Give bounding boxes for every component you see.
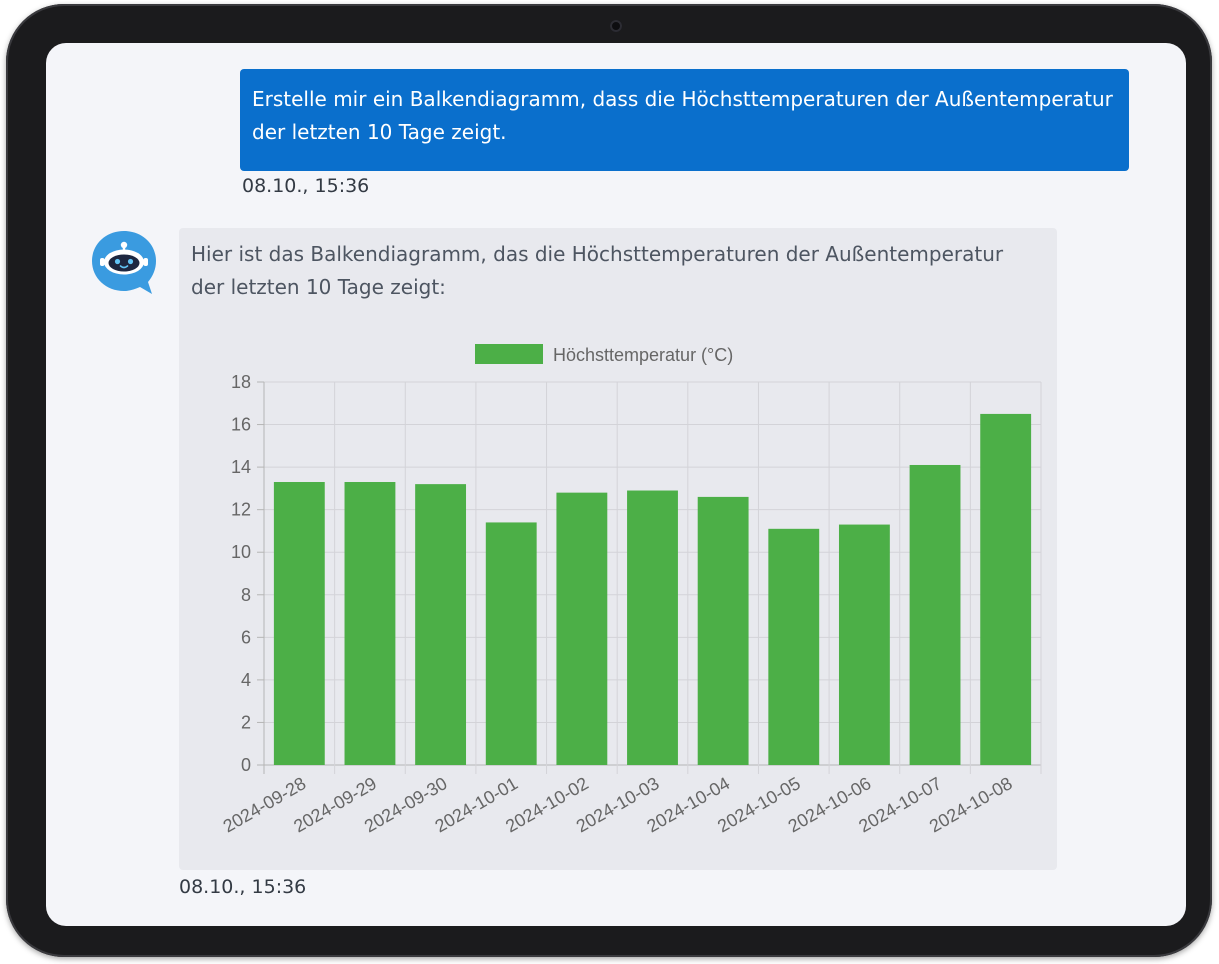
user-message-timestamp: 08.10., 15:36 (242, 175, 370, 197)
bar (415, 484, 467, 765)
legend-label: Höchsttemperatur (°C) (553, 345, 733, 365)
y-tick-label: 10 (231, 542, 251, 562)
bar (768, 528, 820, 765)
bar (344, 482, 396, 765)
y-tick-label: 8 (241, 585, 251, 605)
tablet-frame: Erstelle mir ein Balkendiagramm, dass di… (6, 4, 1212, 957)
y-tick-label: 16 (231, 415, 251, 435)
user-message-bubble: Erstelle mir ein Balkendiagramm, dass di… (240, 69, 1129, 171)
y-tick-label: 2 (241, 712, 251, 732)
y-tick-label: 14 (231, 457, 251, 477)
bot-message-timestamp: 08.10., 15:36 (179, 876, 307, 898)
bar (980, 413, 1032, 765)
bar (273, 482, 325, 765)
y-tick-label: 4 (241, 670, 251, 690)
bar (556, 492, 608, 765)
temperature-bar-chart: 0246810121416182024-09-282024-09-292024-… (220, 344, 1042, 837)
bar (485, 522, 537, 765)
bot-message-text: Hier ist das Balkendiagramm, das die Höc… (191, 242, 1004, 299)
bot-avatar (88, 227, 160, 299)
robot-icon (92, 231, 156, 294)
bar (697, 496, 749, 765)
camera-dot (610, 20, 622, 32)
bar (627, 490, 678, 765)
chat-screen: Erstelle mir ein Balkendiagramm, dass di… (46, 43, 1186, 926)
y-tick-label: 0 (241, 755, 251, 775)
y-tick-label: 12 (231, 500, 251, 520)
user-message-text: Erstelle mir ein Balkendiagramm, dass di… (252, 87, 1113, 144)
bar (909, 464, 961, 765)
bot-message-bubble: Hier ist das Balkendiagramm, das die Höc… (179, 228, 1057, 870)
y-tick-label: 6 (241, 627, 251, 647)
y-tick-label: 18 (231, 372, 251, 392)
legend-swatch (475, 344, 543, 364)
bar (838, 524, 890, 765)
